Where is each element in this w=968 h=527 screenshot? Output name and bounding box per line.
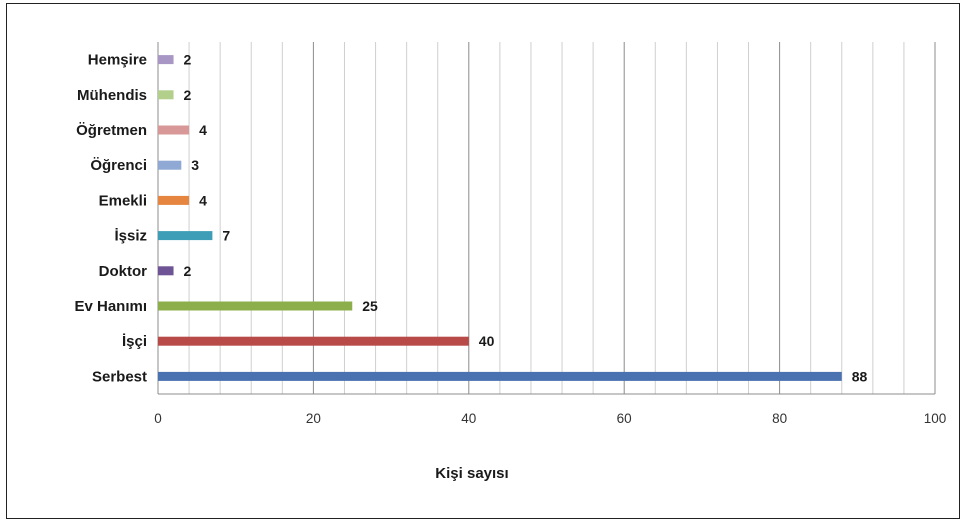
data-label: 2 bbox=[184, 52, 192, 68]
bars bbox=[158, 55, 842, 381]
bar bbox=[158, 231, 213, 241]
chart-frame bbox=[6, 3, 960, 519]
y-category-label: Öğretmen bbox=[76, 122, 147, 139]
y-category-label: Emekli bbox=[99, 192, 147, 209]
data-label: 3 bbox=[191, 157, 199, 173]
y-category-label: Hemşire bbox=[88, 52, 147, 69]
y-category-label: Doktor bbox=[99, 263, 147, 280]
x-tick-label: 60 bbox=[617, 411, 632, 426]
bar bbox=[158, 336, 469, 346]
bar bbox=[158, 90, 174, 100]
data-label: 2 bbox=[184, 87, 192, 103]
x-tick-label: 0 bbox=[154, 411, 162, 426]
x-tick-label: 40 bbox=[461, 411, 476, 426]
x-tick-label: 20 bbox=[306, 411, 321, 426]
data-label: 25 bbox=[362, 298, 378, 314]
data-label: 7 bbox=[222, 228, 230, 244]
data-label: 40 bbox=[479, 333, 495, 349]
y-category-label: İşsiz bbox=[114, 228, 147, 245]
bar bbox=[158, 160, 182, 170]
data-label: 4 bbox=[199, 192, 207, 208]
bar bbox=[158, 301, 353, 311]
x-axis-title: Kişi sayısı bbox=[435, 465, 508, 482]
bar bbox=[158, 195, 190, 205]
bar bbox=[158, 125, 190, 135]
bar bbox=[158, 55, 174, 65]
gridlines bbox=[157, 42, 936, 395]
data-label: 4 bbox=[199, 122, 207, 138]
y-category-label: İşçi bbox=[122, 333, 147, 350]
labels: 0 20 40 60 80 100 Serbest 88 İşçi 40 Ev Hanımı 25 Do… bbox=[74, 52, 946, 426]
x-tick-label: 80 bbox=[772, 411, 787, 426]
bar bbox=[158, 371, 842, 381]
data-label: 88 bbox=[852, 368, 868, 384]
bar bbox=[158, 266, 174, 276]
x-tick-label: 100 bbox=[924, 411, 947, 426]
y-category-label: Mühendis bbox=[77, 87, 147, 104]
y-category-label: Öğrenci bbox=[90, 157, 147, 174]
y-category-label: Serbest bbox=[92, 368, 147, 385]
y-category-label: Ev Hanımı bbox=[74, 298, 147, 315]
data-label: 2 bbox=[184, 263, 192, 279]
